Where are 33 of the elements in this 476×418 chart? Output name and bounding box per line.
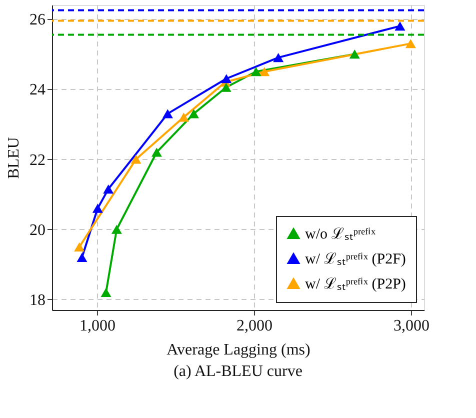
- x-tick-label: 1,000: [80, 318, 116, 334]
- point: [188, 109, 199, 118]
- x-tick-label: 3,000: [393, 318, 430, 334]
- point: [111, 224, 122, 234]
- text: (a) AL-BLEU curve: [174, 363, 302, 380]
- point: [221, 74, 232, 84]
- x-tick-label: 2,000: [236, 318, 273, 334]
- y-tick-label: 22: [30, 152, 46, 169]
- x-axis-title: Average Lagging (ms): [166, 342, 310, 358]
- point: [394, 21, 406, 31]
- y-tick-label: 26: [30, 12, 46, 29]
- point: [92, 204, 103, 213]
- legend-label: w/ ℒₛₜᵖʳᵉᶠⁱˣ (P2F): [305, 252, 406, 268]
- y-tick-label: 24: [30, 82, 46, 99]
- y-tick-label: 18: [30, 292, 46, 309]
- point: [259, 67, 270, 76]
- point: [76, 252, 88, 262]
- point: [130, 154, 142, 164]
- point: [151, 148, 162, 157]
- point: [273, 53, 284, 62]
- point: [74, 242, 85, 252]
- point: [405, 39, 416, 48]
- y-tick-label: 20: [30, 222, 46, 239]
- legend-label: w/ ℒₛₜᵖʳᵉᶠⁱˣ (P2P): [305, 276, 406, 292]
- point: [178, 112, 189, 122]
- point: [103, 184, 114, 194]
- point: [162, 109, 173, 118]
- legend-label: w/o ℒₛₜᵖʳᵉᶠⁱˣ: [305, 226, 376, 242]
- point: [100, 288, 112, 298]
- point: [220, 82, 232, 92]
- y-axis-title: BLEU: [6, 136, 22, 179]
- point: [349, 50, 360, 59]
- point: [250, 67, 262, 76]
